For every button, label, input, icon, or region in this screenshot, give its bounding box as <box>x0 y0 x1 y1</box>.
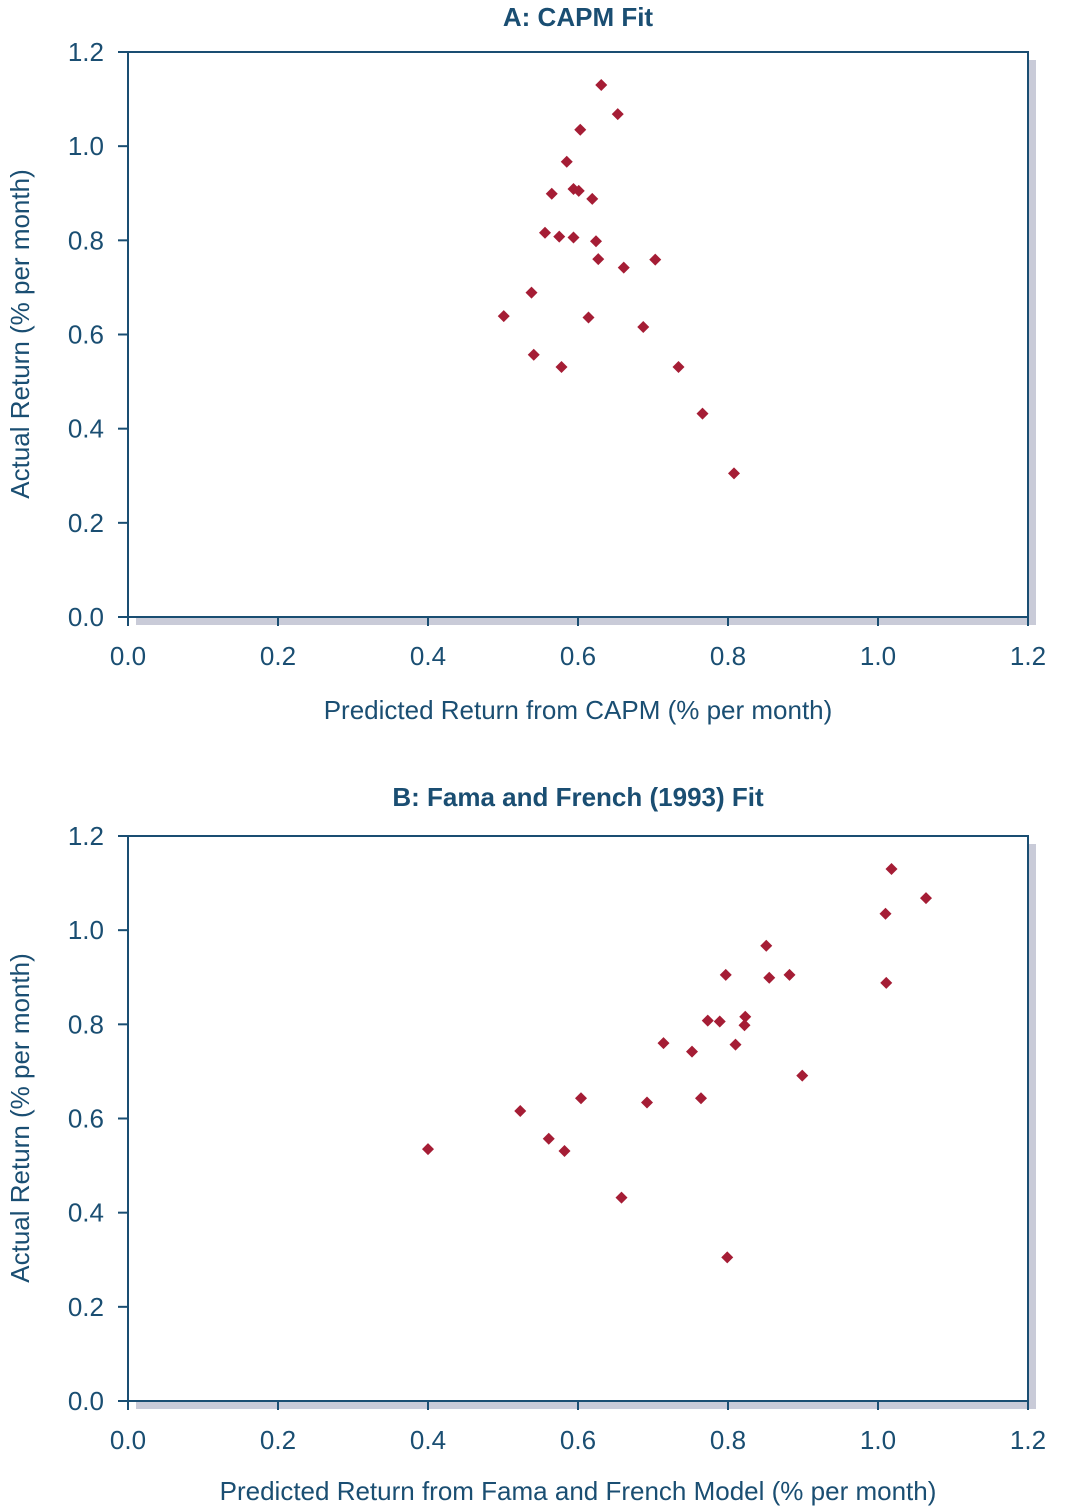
data-point <box>739 1010 752 1023</box>
data-point <box>657 1037 670 1050</box>
data-point <box>539 226 551 239</box>
panel-a-y-ticks: 0.0 0.2 0.4 0.6 0.8 1.0 1.2 <box>68 37 128 632</box>
y-tick-label: 1.2 <box>68 821 104 851</box>
data-point <box>695 1092 707 1105</box>
data-point <box>525 286 538 299</box>
y-tick-label: 0.8 <box>68 1009 104 1039</box>
data-point <box>641 1096 653 1109</box>
panel-b-title: B: Fama and French (1993) Fit <box>392 782 764 812</box>
panel-a-plot-area <box>127 51 1029 618</box>
panel-a-points <box>497 78 740 480</box>
data-point <box>611 108 624 121</box>
data-point <box>572 184 585 197</box>
data-point <box>558 1144 571 1157</box>
data-point <box>422 1143 434 1156</box>
y-tick-label: 1.0 <box>68 915 104 945</box>
y-tick-label: 0.2 <box>68 508 104 538</box>
x-tick-label: 0.6 <box>560 641 596 671</box>
data-point <box>719 968 732 981</box>
data-point <box>729 1038 742 1051</box>
panel-b-x-axis-label: Predicted Return from Fama and French Mo… <box>220 1476 937 1506</box>
data-point <box>586 192 599 205</box>
data-point <box>880 976 893 989</box>
y-tick-label: 0.4 <box>68 414 104 444</box>
y-tick-label: 0.6 <box>68 320 104 350</box>
x-tick-label: 1.2 <box>1010 641 1046 671</box>
data-point <box>542 1132 555 1145</box>
data-point <box>637 320 650 333</box>
data-point <box>582 311 595 324</box>
x-tick-label: 1.0 <box>860 1425 896 1455</box>
data-point <box>728 467 740 480</box>
data-point <box>738 1019 751 1032</box>
x-tick-label: 1.0 <box>860 641 896 671</box>
data-point <box>617 261 630 274</box>
panel-a-x-axis-label: Predicted Return from CAPM (% per month) <box>324 695 833 725</box>
data-point <box>701 1014 714 1027</box>
x-tick-label: 0.8 <box>710 641 746 671</box>
panel-b-y-ticks: 0.0 0.2 0.4 0.6 0.8 1.0 1.2 <box>68 821 128 1416</box>
x-tick-label: 0.8 <box>710 1425 746 1455</box>
data-point <box>567 231 580 244</box>
data-point <box>920 892 932 905</box>
x-tick-label: 0.0 <box>110 641 146 671</box>
y-tick-label: 1.2 <box>68 37 104 67</box>
y-tick-label: 0.4 <box>68 1198 104 1228</box>
data-point <box>590 235 602 248</box>
x-tick-label: 0.2 <box>260 1425 296 1455</box>
data-point <box>497 310 510 323</box>
y-tick-label: 0.0 <box>68 1386 104 1416</box>
data-point <box>796 1069 809 1082</box>
panel-a-y-axis-label: Actual Return (% per month) <box>5 169 35 498</box>
x-tick-label: 0.4 <box>410 1425 446 1455</box>
x-tick-label: 0.4 <box>410 641 446 671</box>
data-point <box>885 862 898 875</box>
data-point <box>721 1251 734 1264</box>
data-point <box>545 187 558 200</box>
data-point <box>595 78 608 91</box>
data-point <box>575 1092 587 1105</box>
data-point <box>672 360 685 373</box>
panel-a-x-ticks: 0.0 0.2 0.4 0.6 0.8 1.0 1.2 <box>110 617 1046 671</box>
panel-b-plot-area <box>127 835 1029 1402</box>
panel-b-points <box>422 862 932 1264</box>
panel-a-title: A: CAPM Fit <box>503 2 654 32</box>
x-tick-label: 1.2 <box>1010 1425 1046 1455</box>
data-point <box>555 360 568 373</box>
panel-b-y-axis-label: Actual Return (% per month) <box>5 953 35 1282</box>
panel-a-capm-fit: A: CAPM Fit 0.0 0.2 0.4 0.6 0.8 1.0 1.2 0.0 0.2… <box>5 2 1046 725</box>
data-point <box>649 253 662 266</box>
x-tick-label: 0.0 <box>110 1425 146 1455</box>
data-point <box>592 253 605 266</box>
data-point <box>560 155 573 168</box>
data-point <box>574 123 587 136</box>
y-tick-label: 0.2 <box>68 1292 104 1322</box>
data-point <box>713 1015 726 1028</box>
panel-b-x-ticks: 0.0 0.2 0.4 0.6 0.8 1.0 1.2 <box>110 1401 1046 1455</box>
panel-b-fama-french-fit: B: Fama and French (1993) Fit 0.0 0.2 0.4 0… <box>5 782 1046 1506</box>
data-point <box>763 971 776 984</box>
x-tick-label: 0.6 <box>560 1425 596 1455</box>
data-point <box>879 907 892 920</box>
data-point <box>760 939 773 952</box>
y-tick-label: 0.0 <box>68 602 104 632</box>
x-tick-label: 0.2 <box>260 641 296 671</box>
data-point <box>553 230 566 243</box>
data-point <box>696 407 709 420</box>
data-point <box>615 1191 628 1204</box>
data-point <box>686 1045 698 1058</box>
data-point <box>783 968 796 981</box>
y-tick-label: 0.8 <box>68 225 104 255</box>
y-tick-label: 1.0 <box>68 131 104 161</box>
y-tick-label: 0.6 <box>68 1104 104 1134</box>
data-point <box>527 348 540 361</box>
data-point <box>514 1104 527 1117</box>
